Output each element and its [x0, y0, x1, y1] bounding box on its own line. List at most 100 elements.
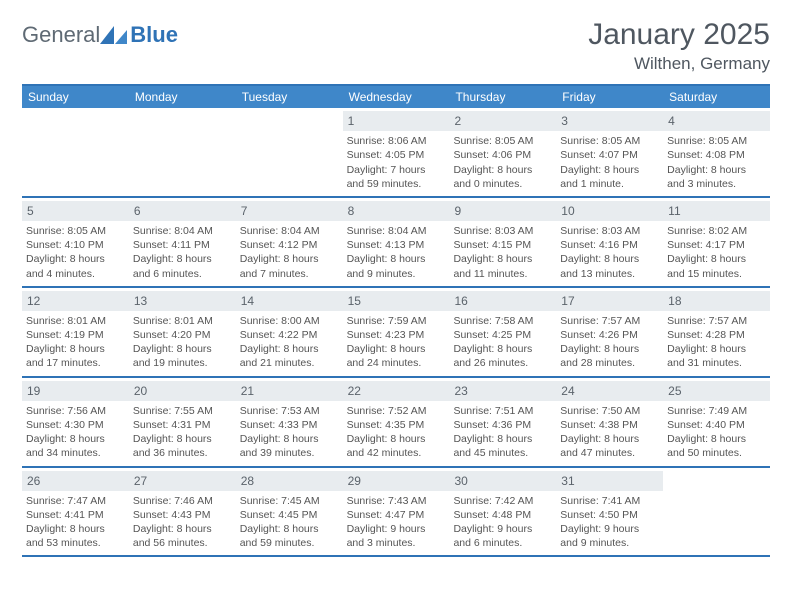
day-cell: 30 Sunrise: 7:42 AMSunset: 4:48 PMDayligh…: [449, 468, 556, 556]
day-number: 31: [556, 471, 663, 491]
day-cell: 19Sunrise: 7:56 AMSunset: 4:30 PMDayligh…: [22, 378, 129, 466]
daylight-line: Daylight: 8 hours and 11 minutes.: [453, 252, 551, 280]
sunrise-line: Sunrise: 7:57 AM: [560, 314, 658, 328]
sunrise-line: Sunrise: 7:42 AM: [453, 494, 551, 508]
daylight-line: Daylight: 8 hours and 19 minutes.: [133, 342, 231, 370]
sunset-line: Sunset: 4:48 PM: [453, 508, 551, 522]
day-number: 18: [663, 291, 770, 311]
sunset-line: Sunset: 4:06 PM: [453, 148, 551, 162]
day-cell: 29Sunrise: 7:43 AMSunset: 4:47 PMDayligh…: [343, 468, 450, 556]
sunset-line: Sunset: 4:11 PM: [133, 238, 231, 252]
day-number: 17: [556, 291, 663, 311]
sunrise-line: Sunrise: 8:04 AM: [347, 224, 445, 238]
daylight-line: Daylight: 8 hours and 3 minutes.: [667, 163, 765, 191]
sunset-line: Sunset: 4:10 PM: [26, 238, 124, 252]
month-title: January 2025: [588, 18, 770, 52]
dow-cell: Thursday: [449, 86, 556, 108]
sunset-line: Sunset: 4:40 PM: [667, 418, 765, 432]
day-number: 10: [556, 201, 663, 221]
day-number: 4: [663, 111, 770, 131]
daylight-line: Daylight: 8 hours and 28 minutes.: [560, 342, 658, 370]
calendar-grid: SundayMondayTuesdayWednesdayThursdayFrid…: [22, 86, 770, 557]
daylight-line: Daylight: 8 hours and 42 minutes.: [347, 432, 445, 460]
daylight-line: Daylight: 8 hours and 56 minutes.: [133, 522, 231, 550]
sunset-line: Sunset: 4:17 PM: [667, 238, 765, 252]
day-number: 13: [129, 291, 236, 311]
sunrise-line: Sunrise: 7:45 AM: [240, 494, 338, 508]
sunrise-line: Sunrise: 8:03 AM: [453, 224, 551, 238]
sunrise-line: Sunrise: 8:06 AM: [347, 134, 445, 148]
day-number: 12: [22, 291, 129, 311]
day-number: 22: [343, 381, 450, 401]
daylight-line: Daylight: 8 hours and 31 minutes.: [667, 342, 765, 370]
sunrise-line: Sunrise: 7:55 AM: [133, 404, 231, 418]
day-cell: [236, 108, 343, 196]
day-cell: 28Sunrise: 7:45 AMSunset: 4:45 PMDayligh…: [236, 468, 343, 556]
logo: General Blue: [22, 18, 178, 48]
sunrise-line: Sunrise: 8:03 AM: [560, 224, 658, 238]
sunrise-line: Sunrise: 8:02 AM: [667, 224, 765, 238]
daylight-line: Daylight: 9 hours and 6 minutes.: [453, 522, 551, 550]
daylight-line: Daylight: 8 hours and 9 minutes.: [347, 252, 445, 280]
week-row: 19Sunrise: 7:56 AMSunset: 4:30 PMDayligh…: [22, 378, 770, 468]
day-number: 29: [343, 471, 450, 491]
daylight-line: Daylight: 8 hours and 0 minutes.: [453, 163, 551, 191]
week-row: 5Sunrise: 8:05 AMSunset: 4:10 PMDaylight…: [22, 198, 770, 288]
day-number: 24: [556, 381, 663, 401]
sunset-line: Sunset: 4:33 PM: [240, 418, 338, 432]
day-cell: [129, 108, 236, 196]
day-number: 11: [663, 201, 770, 221]
day-number: 30: [449, 471, 556, 491]
day-cell: 18Sunrise: 7:57 AMSunset: 4:28 PMDayligh…: [663, 288, 770, 376]
sunrise-line: Sunrise: 7:57 AM: [667, 314, 765, 328]
sunset-line: Sunset: 4:41 PM: [26, 508, 124, 522]
day-cell: 3Sunrise: 8:05 AMSunset: 4:07 PMDaylight…: [556, 108, 663, 196]
title-block: January 2025 Wilthen, Germany: [588, 18, 770, 74]
sunset-line: Sunset: 4:20 PM: [133, 328, 231, 342]
day-cell: 16Sunrise: 7:58 AMSunset: 4:25 PMDayligh…: [449, 288, 556, 376]
sunset-line: Sunset: 4:15 PM: [453, 238, 551, 252]
sunset-line: Sunset: 4:38 PM: [560, 418, 658, 432]
dow-cell: Saturday: [663, 86, 770, 108]
sunset-line: Sunset: 4:45 PM: [240, 508, 338, 522]
sunset-line: Sunset: 4:13 PM: [347, 238, 445, 252]
days-of-week-row: SundayMondayTuesdayWednesdayThursdayFrid…: [22, 86, 770, 108]
sunset-line: Sunset: 4:31 PM: [133, 418, 231, 432]
day-cell: 25Sunrise: 7:49 AMSunset: 4:40 PMDayligh…: [663, 378, 770, 466]
sunset-line: Sunset: 4:23 PM: [347, 328, 445, 342]
daylight-line: Daylight: 8 hours and 17 minutes.: [26, 342, 124, 370]
day-cell: [663, 468, 770, 556]
week-row: 12Sunrise: 8:01 AMSunset: 4:19 PMDayligh…: [22, 288, 770, 378]
day-cell: 4Sunrise: 8:05 AMSunset: 4:08 PMDaylight…: [663, 108, 770, 196]
sunset-line: Sunset: 4:30 PM: [26, 418, 124, 432]
day-cell: 31Sunrise: 7:41 AMSunset: 4:50 PMDayligh…: [556, 468, 663, 556]
daylight-line: Daylight: 8 hours and 13 minutes.: [560, 252, 658, 280]
sunrise-line: Sunrise: 7:59 AM: [347, 314, 445, 328]
daylight-line: Daylight: 8 hours and 4 minutes.: [26, 252, 124, 280]
daylight-line: Daylight: 8 hours and 45 minutes.: [453, 432, 551, 460]
day-number: 20: [129, 381, 236, 401]
day-number: 14: [236, 291, 343, 311]
day-cell: 2Sunrise: 8:05 AMSunset: 4:06 PMDaylight…: [449, 108, 556, 196]
day-number: 1: [343, 111, 450, 131]
day-cell: 15Sunrise: 7:59 AMSunset: 4:23 PMDayligh…: [343, 288, 450, 376]
daylight-line: Daylight: 8 hours and 39 minutes.: [240, 432, 338, 460]
dow-cell: Wednesday: [343, 86, 450, 108]
sunrise-line: Sunrise: 7:50 AM: [560, 404, 658, 418]
day-number: 9: [449, 201, 556, 221]
day-cell: 13Sunrise: 8:01 AMSunset: 4:20 PMDayligh…: [129, 288, 236, 376]
day-number: 26: [22, 471, 129, 491]
week-row: 1Sunrise: 8:06 AMSunset: 4:05 PMDaylight…: [22, 108, 770, 198]
location-label: Wilthen, Germany: [588, 54, 770, 74]
day-number: 21: [236, 381, 343, 401]
dow-cell: Tuesday: [236, 86, 343, 108]
sunset-line: Sunset: 4:50 PM: [560, 508, 658, 522]
daylight-line: Daylight: 8 hours and 21 minutes.: [240, 342, 338, 370]
daylight-line: Daylight: 7 hours and 59 minutes.: [347, 163, 445, 191]
sunrise-line: Sunrise: 8:05 AM: [560, 134, 658, 148]
logo-sail-icon: [100, 24, 128, 46]
day-number: 5: [22, 201, 129, 221]
sunset-line: Sunset: 4:19 PM: [26, 328, 124, 342]
day-cell: 24Sunrise: 7:50 AMSunset: 4:38 PMDayligh…: [556, 378, 663, 466]
sunrise-line: Sunrise: 8:01 AM: [26, 314, 124, 328]
